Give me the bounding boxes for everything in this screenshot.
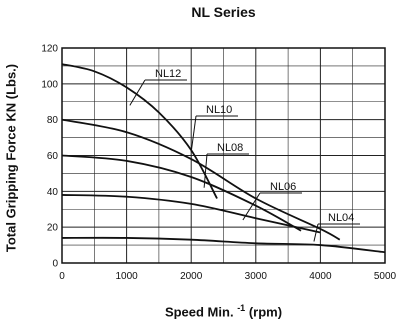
y-tick-label: 0	[52, 259, 58, 270]
series-label-nl06: NL06	[270, 181, 296, 193]
y-tick-label: 120	[41, 44, 58, 55]
x-tick-label: 4000	[309, 271, 332, 282]
x-tick-label: 5000	[374, 271, 397, 282]
x-tick-label: 2000	[180, 271, 203, 282]
series-label-nl08: NL08	[217, 142, 243, 154]
x-tick-label: 3000	[245, 271, 268, 282]
y-tick-label: 80	[47, 115, 59, 126]
series-label-leader	[313, 223, 319, 242]
x-axis-label-unit: (rpm)	[248, 304, 283, 320]
x-axis-label-main: Speed Min.	[164, 304, 234, 320]
series-label-nl04: NL04	[328, 212, 354, 224]
y-tick-label: 100	[41, 79, 58, 90]
chart-title: NL Series	[191, 4, 256, 20]
series-label-leader	[203, 153, 208, 188]
series-label-leader	[129, 79, 146, 106]
series-line-nl10	[61, 118, 341, 241]
series-line-nl04	[61, 236, 386, 254]
x-axis-label-exponent: -1	[237, 303, 246, 313]
series-line-nl12	[61, 63, 218, 199]
series-label-nl10: NL10	[206, 104, 232, 116]
series-line-nl08	[61, 154, 302, 232]
x-tick-label: 1000	[115, 271, 138, 282]
y-tick-label: 60	[47, 151, 59, 162]
series-label-nl12: NL12	[155, 68, 181, 80]
y-tick-label: 40	[47, 187, 59, 198]
series-label-leader	[242, 192, 261, 221]
series-label-leader	[190, 115, 197, 152]
x-tick-label: 0	[59, 271, 65, 282]
y-tick-label: 20	[47, 223, 59, 234]
series-line-nl06	[61, 194, 321, 234]
x-axis-label: Speed Min. -1 (rpm)	[50, 303, 397, 319]
